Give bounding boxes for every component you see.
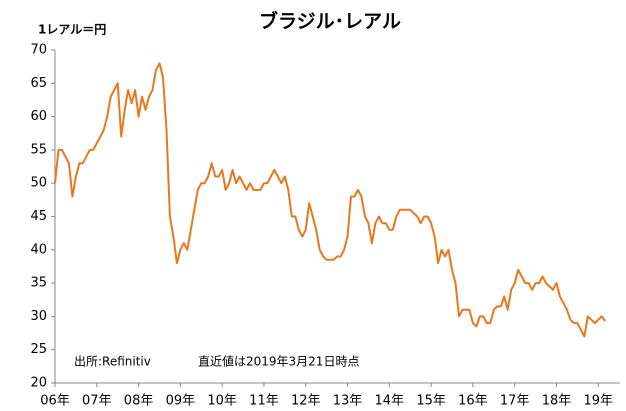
y-tick-label: 40 [30,242,47,257]
chart-title: ブラジル･レアル [259,10,401,33]
x-tick-label: 08年 [124,394,154,409]
x-tick-label: 09年 [166,394,196,409]
y-tick-label: 30 [30,309,47,324]
line [54,62,607,338]
x-tick-label: 12年 [291,394,321,409]
x-tick-label: 15年 [416,394,446,409]
y-tick-label: 60 [30,109,47,124]
annotation: 直近値は2019年3月21日時点 [198,354,359,369]
x-tick-label: 06年 [40,394,70,409]
x-tick-label: 16年 [458,394,488,409]
x-tick-label: 13年 [333,394,363,409]
x-tick-label: 18年 [542,394,572,409]
y-tick-label: 70 [30,43,47,58]
y-tick-label: 25 [30,342,47,357]
x-tick-label: 14年 [375,394,405,409]
x-tick-label: 11年 [249,394,279,409]
y-tick-label: 55 [30,142,47,157]
x-tick-label: 19年 [583,394,613,409]
y-axis-label: 1レアル＝円 [38,23,106,37]
x-tick-label: 10年 [207,394,237,409]
x-tick-label: 17年 [500,394,530,409]
y-tick-label: 45 [30,209,47,224]
y-tick-label: 65 [30,76,47,91]
y-tick-label: 20 [30,376,47,391]
annotation: 出所:Refinitiv [74,355,151,369]
y-tick-label: 50 [30,176,47,191]
y-tick-label: 35 [30,276,47,291]
x-tick-label: 07年 [82,394,112,409]
